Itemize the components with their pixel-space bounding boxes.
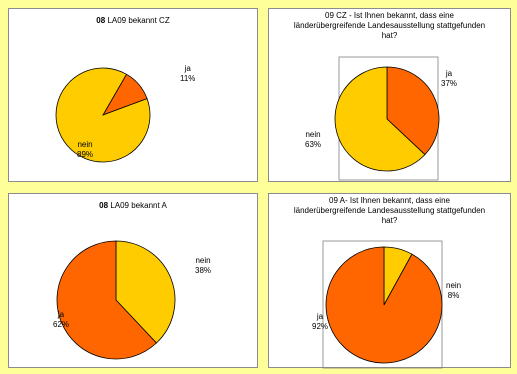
pie-chart-svg xyxy=(56,240,176,360)
pie-slice-ja xyxy=(325,246,443,364)
pie-chart-svg xyxy=(322,240,443,369)
chart-title: 08 LA09 bekannt CZ xyxy=(96,16,170,25)
slice-label-nein: nein 89% xyxy=(77,140,94,159)
chart-panel-la09-bekannt-a: 08 LA09 bekannt A nein 38% ja 62% xyxy=(8,193,258,368)
slice-label-ja: ja 37% xyxy=(441,69,458,88)
chart-panel-09-a: 09 A- Ist Ihnen bekannt, dass eine lände… xyxy=(268,193,511,369)
chart-title: 09 CZ - Ist Ihnen bekannt, dass eine län… xyxy=(293,11,486,40)
pie-slice-nein xyxy=(334,66,426,172)
slice-label-nein: nein 38% xyxy=(195,256,212,275)
pie-slice-nein xyxy=(55,67,151,163)
slice-label-nein: nein 8% xyxy=(446,281,462,300)
slice-label-nein: nein 63% xyxy=(305,130,322,149)
slice-label-ja: ja 62% xyxy=(53,310,70,329)
pie-chart-svg xyxy=(55,67,151,163)
pie-slice-ja xyxy=(56,240,157,360)
pie-chart-svg xyxy=(334,56,440,181)
slice-label-ja: ja 92% xyxy=(312,312,329,331)
chart-panel-la09-bekannt-cz: 08 LA09 bekannt CZ ja 11% nein 89% xyxy=(8,8,258,182)
pie-slice-ja xyxy=(386,66,440,156)
chart-title: 08 LA09 bekannt A xyxy=(99,201,167,210)
chart-title: 09 A- Ist Ihnen bekannt, dass eine lände… xyxy=(293,196,486,225)
chart-panel-09-cz: 09 CZ - Ist Ihnen bekannt, dass eine län… xyxy=(268,8,511,182)
pie-slice-nein xyxy=(115,240,176,344)
slice-label-ja: ja 11% xyxy=(180,64,196,83)
